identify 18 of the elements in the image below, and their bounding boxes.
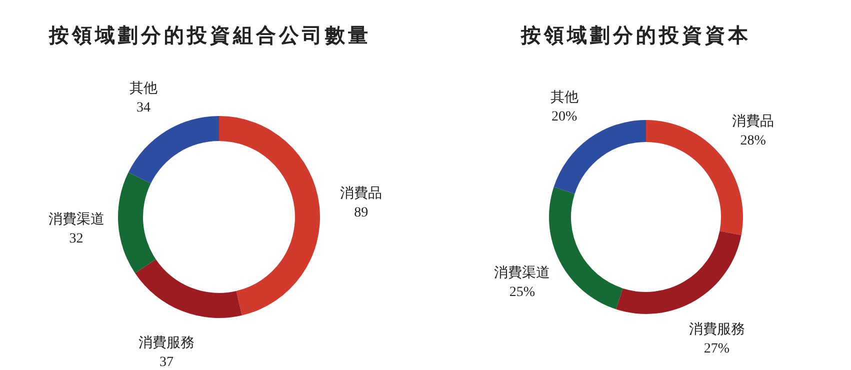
slice-label: 消費渠道 (494, 265, 550, 282)
data-label: 34 (136, 100, 150, 116)
slice-label: 消費服務 (688, 322, 745, 338)
data-label: 28% (740, 133, 766, 148)
data-label: 25% (509, 285, 536, 300)
data-label: 32 (69, 231, 84, 246)
slice-label: 其他 (550, 90, 578, 106)
data-label: 37 (159, 354, 174, 370)
chart-title: 按領域劃分的投資資本 (520, 23, 751, 47)
slice-label: 消費服務 (138, 334, 194, 351)
chart-title: 按領域劃分的投資組合公司數量 (48, 23, 371, 47)
slice-label: 消費渠道 (48, 211, 104, 228)
slice-label: 其他 (129, 80, 158, 97)
slice-label: 消費品 (732, 113, 774, 130)
data-label: 27% (704, 342, 730, 357)
slice-label: 消費品 (340, 186, 382, 202)
data-label: 89 (354, 206, 368, 221)
data-label: 20% (551, 110, 578, 125)
